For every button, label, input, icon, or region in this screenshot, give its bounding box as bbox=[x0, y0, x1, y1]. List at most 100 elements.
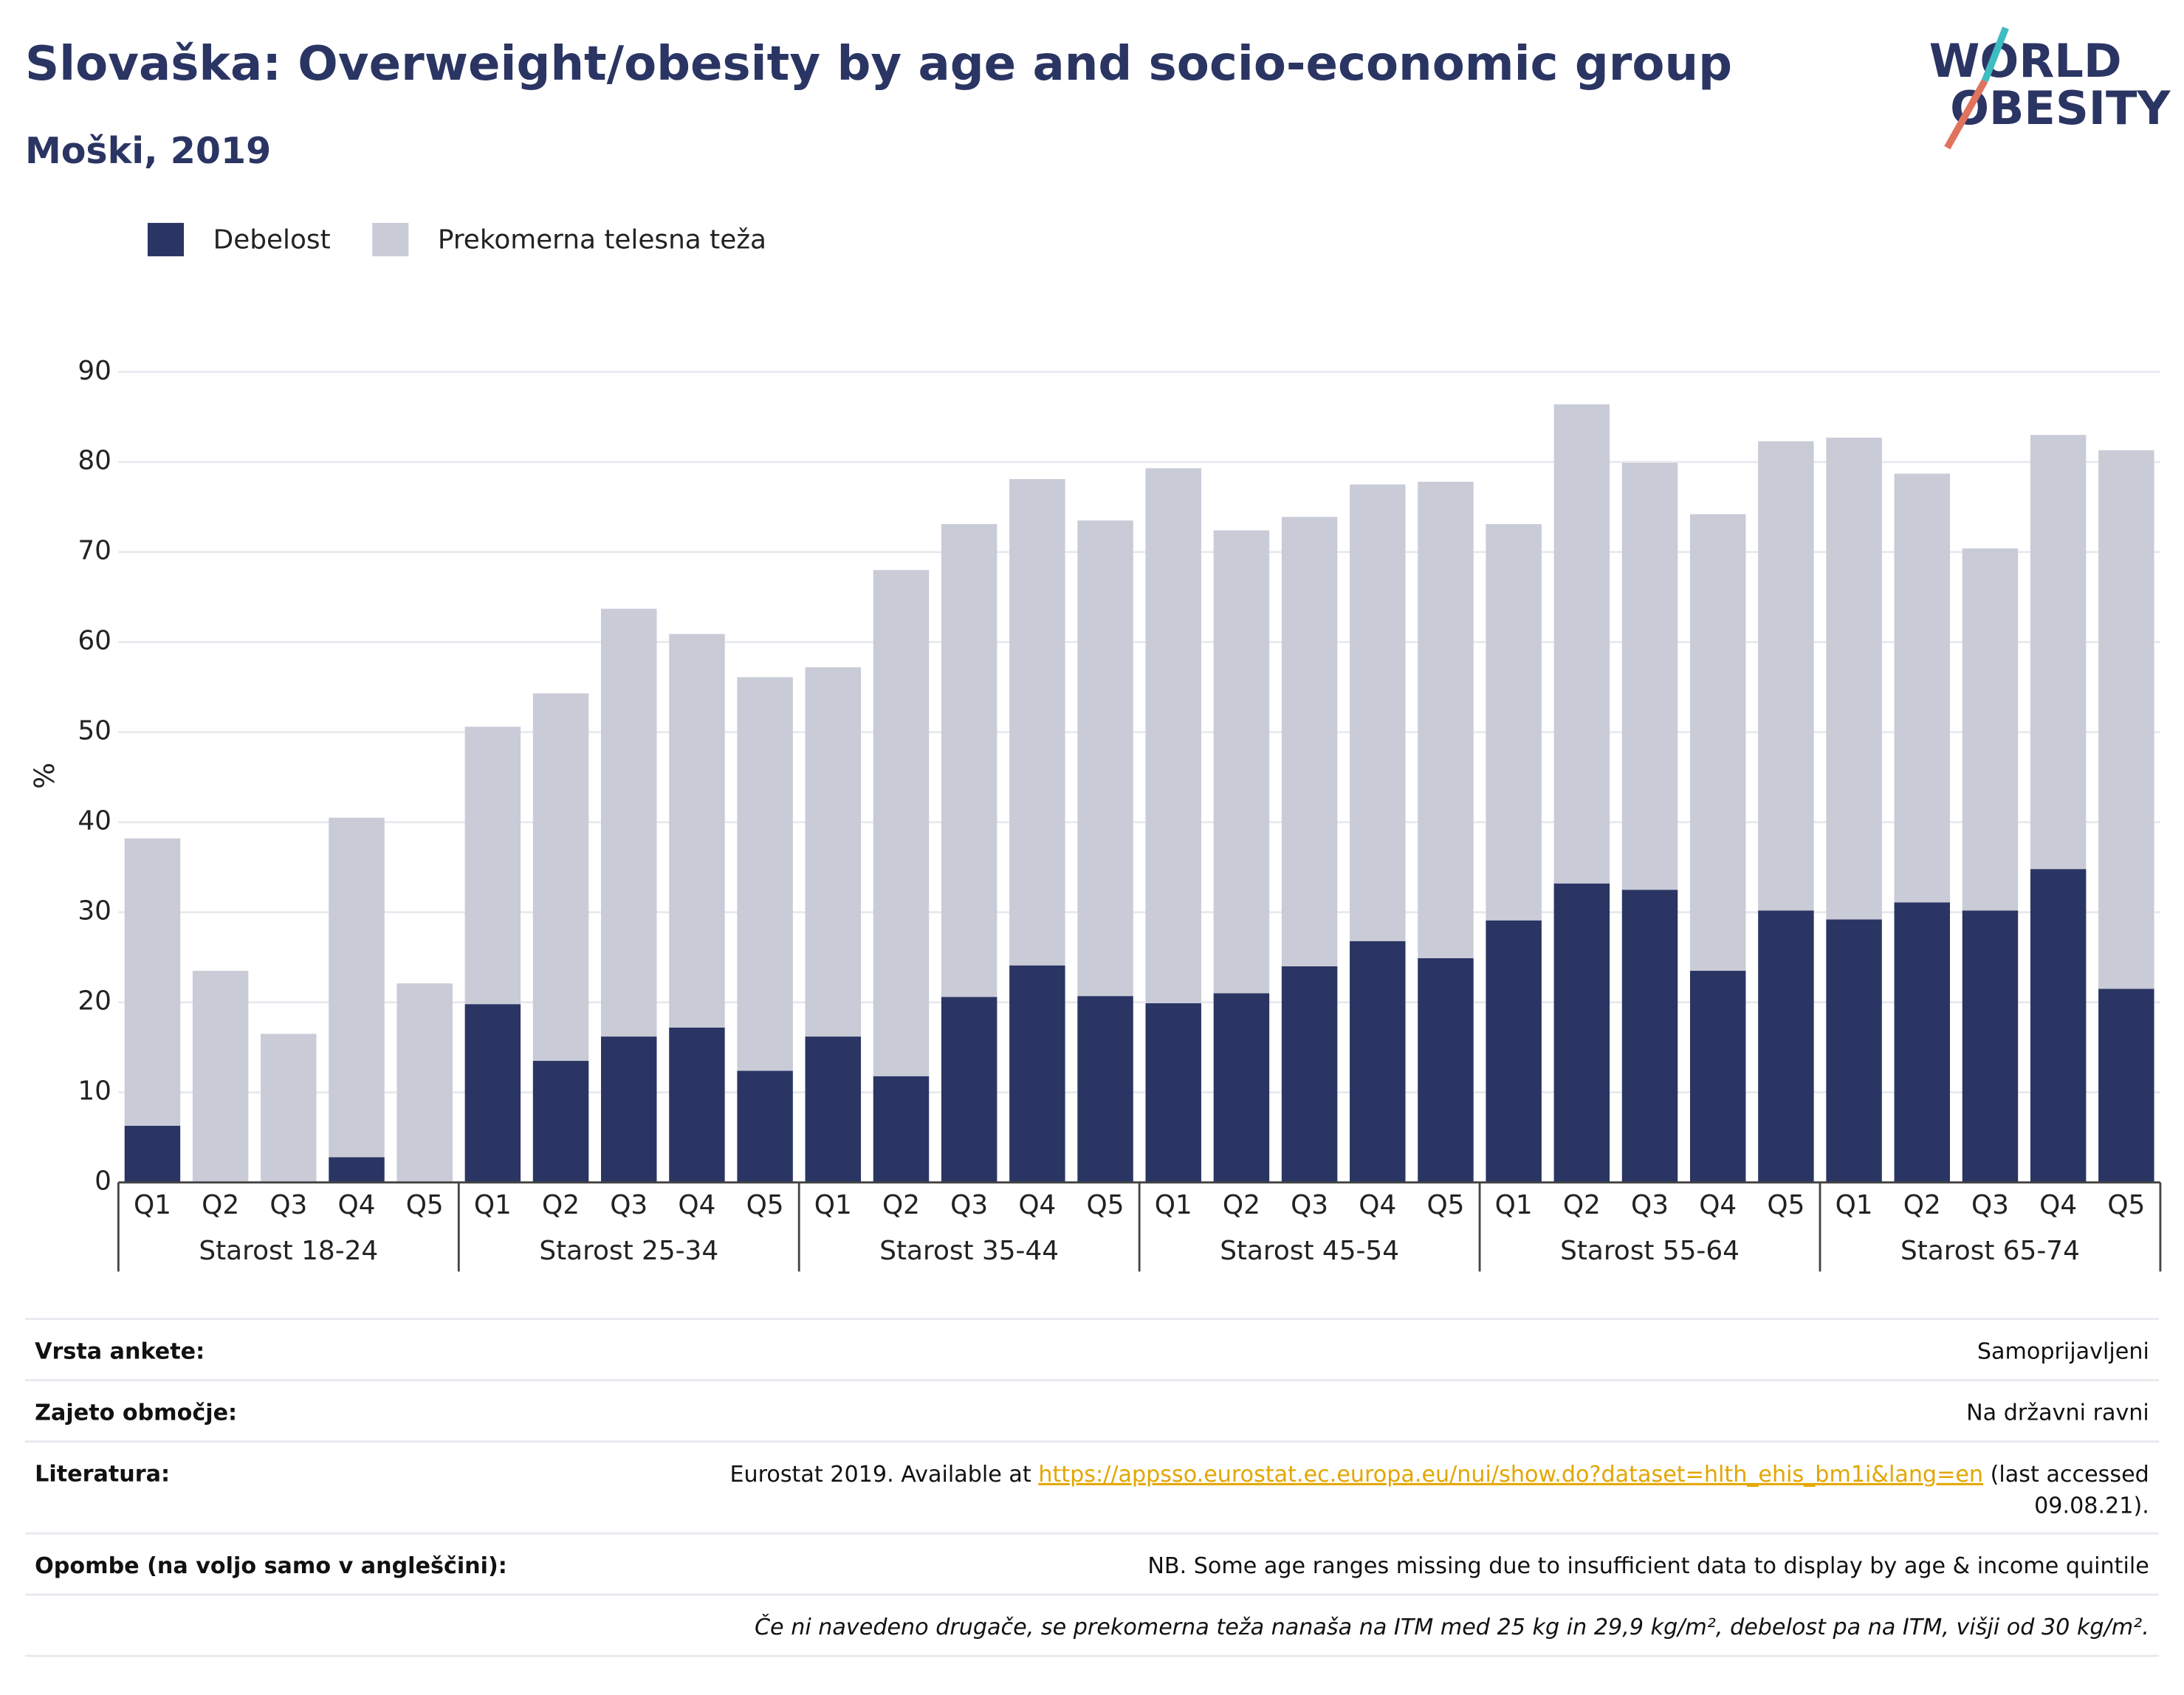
x-tick-label: Q4 bbox=[338, 1190, 376, 1220]
bar bbox=[1145, 1003, 1201, 1183]
x-tick-label: Q2 bbox=[1223, 1190, 1260, 1220]
x-tick-label: Q2 bbox=[882, 1190, 920, 1220]
bar bbox=[464, 726, 521, 1005]
reference-link[interactable]: https://appsso.eurostat.ec.europa.eu/nui… bbox=[1038, 1461, 1983, 1487]
x-tick-label: Q1 bbox=[1155, 1190, 1192, 1220]
x-tick-label: Q1 bbox=[474, 1190, 512, 1220]
x-tick-label: Q4 bbox=[1359, 1190, 1396, 1220]
bar bbox=[1758, 910, 1814, 1183]
bar bbox=[464, 1004, 521, 1183]
bar bbox=[1894, 473, 1951, 903]
group-label: Starost 18-24 bbox=[199, 1236, 378, 1266]
legend-swatch bbox=[147, 222, 185, 257]
bar bbox=[873, 570, 930, 1076]
bar bbox=[1077, 520, 1133, 997]
bar bbox=[2098, 989, 2154, 1183]
row-value: Eurostat 2019. Available at https://apps… bbox=[729, 1461, 2149, 1487]
logo-stroke bbox=[1981, 27, 2009, 83]
bar bbox=[737, 677, 793, 1071]
x-tick-label: Q3 bbox=[950, 1190, 988, 1220]
bar bbox=[192, 971, 249, 1183]
bar bbox=[669, 1027, 725, 1183]
group-label: Starost 65-74 bbox=[1900, 1236, 2080, 1266]
row-label: Literatura: bbox=[35, 1461, 170, 1487]
bar bbox=[1350, 941, 1406, 1183]
logo-stroke bbox=[1944, 79, 1988, 150]
y-tick-label: 60 bbox=[78, 626, 111, 656]
y-tick-label: 80 bbox=[78, 446, 111, 476]
row-label: Vrsta ankete: bbox=[35, 1338, 205, 1364]
bar bbox=[329, 817, 385, 1158]
x-tick-label: Q2 bbox=[202, 1190, 239, 1220]
bar bbox=[2030, 869, 2087, 1183]
x-tick-label: Q5 bbox=[1767, 1190, 1804, 1220]
bar bbox=[1009, 965, 1065, 1183]
bar bbox=[1213, 530, 1270, 994]
y-tick-label: 40 bbox=[78, 806, 111, 836]
group-label: Starost 45-54 bbox=[1220, 1236, 1399, 1266]
bar bbox=[737, 1070, 793, 1183]
bar bbox=[1962, 548, 2019, 911]
footer-table: Vrsta ankete: Samoprijavljeni Zajeto obm… bbox=[35, 1338, 2149, 1640]
y-tick-label: 10 bbox=[78, 1076, 111, 1107]
chart-subtitle: Moški, 2019 bbox=[25, 129, 271, 172]
bar bbox=[1553, 883, 1610, 1183]
bar bbox=[805, 667, 862, 1037]
bar bbox=[532, 1061, 589, 1183]
x-tick-label: Q5 bbox=[1426, 1190, 1464, 1220]
y-tick-label: 90 bbox=[78, 356, 111, 386]
x-tick-label: Q1 bbox=[1495, 1190, 1533, 1220]
y-tick-label: 30 bbox=[78, 896, 111, 926]
x-tick-label: Q3 bbox=[269, 1190, 307, 1220]
logo: WORLD bbox=[1929, 34, 2122, 88]
bar bbox=[941, 523, 997, 997]
bar bbox=[941, 997, 997, 1183]
logo: OBESITY bbox=[1950, 81, 2171, 135]
bar bbox=[532, 693, 589, 1062]
bar bbox=[1689, 514, 1746, 972]
note: Če ni navedeno drugače, se prekomerna te… bbox=[755, 1613, 2149, 1640]
bar bbox=[805, 1036, 862, 1183]
bar bbox=[1009, 478, 1065, 966]
bar bbox=[2030, 435, 2087, 870]
bar bbox=[124, 1125, 181, 1183]
bar bbox=[1418, 957, 1474, 1183]
y-axis-label: % bbox=[28, 763, 61, 789]
x-tick-label: Q4 bbox=[678, 1190, 715, 1220]
x-tick-label: Q2 bbox=[542, 1190, 580, 1220]
x-tick-label: Q5 bbox=[1087, 1190, 1124, 1220]
bar bbox=[1213, 993, 1270, 1183]
x-tick-label: Q1 bbox=[1836, 1190, 1873, 1220]
bar bbox=[1621, 890, 1678, 1183]
chart-title: Slovaška: Overweight/obesity by age and … bbox=[25, 36, 1732, 92]
bar bbox=[1826, 919, 1882, 1183]
x-tick-label: Q3 bbox=[1291, 1190, 1328, 1220]
x-tick-label: Q3 bbox=[1631, 1190, 1669, 1220]
y-tick-label: 0 bbox=[95, 1166, 111, 1197]
bar bbox=[261, 1034, 317, 1183]
row-label: Opombe (na voljo samo v angleščini): bbox=[35, 1553, 507, 1579]
row-value: 09.08.21). bbox=[2034, 1493, 2149, 1519]
group-label: Starost 55-64 bbox=[1560, 1236, 1740, 1266]
row-value: Samoprijavljeni bbox=[1977, 1338, 2149, 1364]
reference-text: (last accessed bbox=[1991, 1461, 2149, 1487]
bar bbox=[396, 983, 453, 1183]
y-tick-label: 50 bbox=[78, 716, 111, 746]
bar bbox=[601, 1036, 657, 1183]
x-tick-label: Q1 bbox=[134, 1190, 171, 1220]
bar bbox=[1621, 462, 1678, 890]
bar bbox=[1145, 468, 1201, 1003]
x-tick-label: Q4 bbox=[1699, 1190, 1737, 1220]
row-value: NB. Some age ranges missing due to insuf… bbox=[1147, 1553, 2149, 1579]
x-tick-label: Q2 bbox=[1563, 1190, 1601, 1220]
bar bbox=[1826, 437, 1882, 920]
y-tick-label: 20 bbox=[78, 986, 111, 1017]
row-value: Na državni ravni bbox=[1966, 1400, 2149, 1426]
x-tick-label: Q4 bbox=[1018, 1190, 1056, 1220]
bar bbox=[601, 608, 657, 1037]
bar bbox=[1486, 920, 1542, 1183]
x-tick-label: Q5 bbox=[406, 1190, 444, 1220]
legend-label: Prekomerna telesna teža bbox=[438, 224, 766, 255]
